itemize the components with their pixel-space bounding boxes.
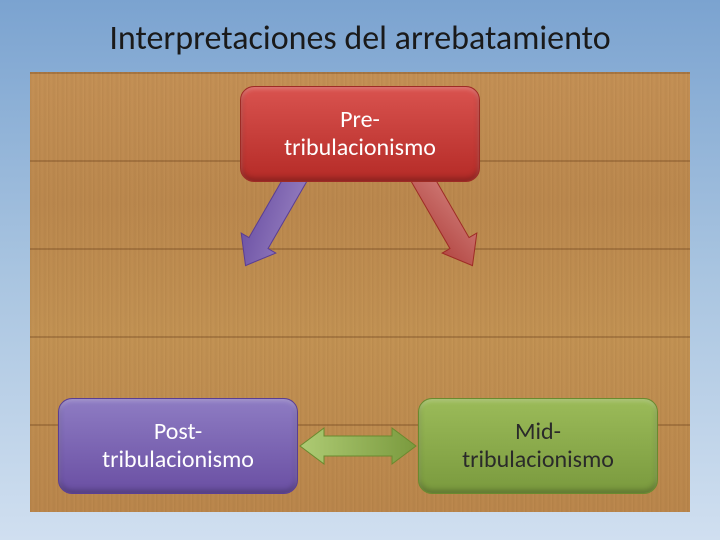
node-mid: Mid- tribulacionismo — [418, 398, 658, 494]
node-pre: Pre- tribulacionismo — [240, 86, 480, 182]
node-post-line1: Post- — [154, 418, 202, 446]
node-mid-line2: tribulacionismo — [462, 446, 614, 474]
node-post: Post- tribulacionismo — [58, 398, 298, 494]
page-title: Interpretaciones del arrebatamiento — [0, 18, 720, 59]
node-pre-line1: Pre- — [340, 106, 380, 134]
node-post-line2: tribulacionismo — [102, 446, 254, 474]
node-pre-line2: tribulacionismo — [284, 134, 436, 162]
node-mid-line1: Mid- — [515, 418, 561, 446]
